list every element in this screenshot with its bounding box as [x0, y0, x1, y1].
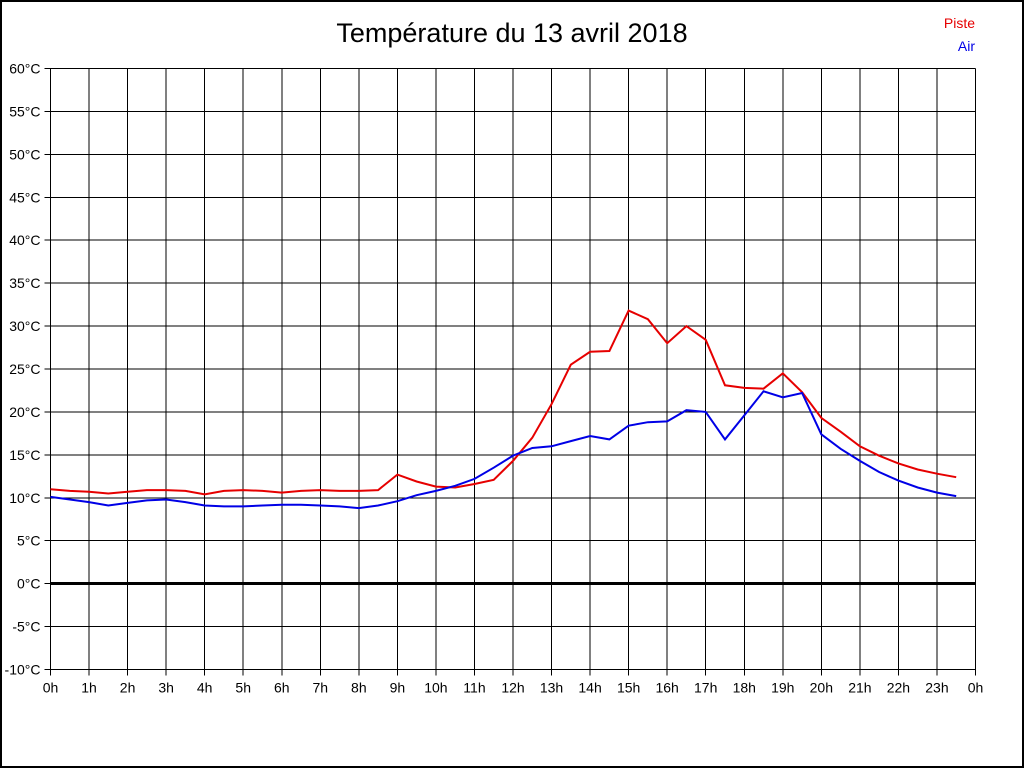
x-tick-label: 1h	[81, 680, 97, 696]
y-tick-label: 40°C	[9, 232, 40, 248]
chart-legend: Piste Air	[944, 12, 975, 58]
y-tick-label: 55°C	[9, 103, 40, 119]
y-tick-label: -10°C	[5, 662, 41, 678]
series-line-piste	[50, 309, 957, 496]
axis-labels: 60°C 55°C 50°C 45°C 40°C 35°C 30°C 25°C 20°C 15°C…	[5, 61, 984, 696]
x-tick-label: 7h	[313, 680, 329, 696]
y-tick-label: 50°C	[9, 146, 40, 162]
x-tick-label: 16h	[655, 680, 678, 696]
x-tick-label: 23h	[925, 680, 948, 696]
y-tick-label: 25°C	[9, 361, 40, 377]
x-tick-label: 6h	[274, 680, 290, 696]
x-tick-label: 19h	[771, 680, 794, 696]
x-tick-label: 3h	[158, 680, 174, 696]
y-tick-label: 35°C	[9, 275, 40, 291]
y-tick-label: 15°C	[9, 447, 40, 463]
x-tick-label: 15h	[617, 680, 640, 696]
chart-title: Température du 13 avril 2018	[336, 18, 688, 48]
x-tick-label: 10h	[424, 680, 447, 696]
x-tick-label: 18h	[733, 680, 756, 696]
legend-item-air: Air	[957, 38, 975, 54]
x-tick-label: 13h	[540, 680, 563, 696]
legend-item-piste: Piste	[943, 15, 975, 31]
x-tick-label: 0h	[43, 680, 59, 696]
x-tick-label: 5h	[235, 680, 251, 696]
x-tick-label: 21h	[848, 680, 871, 696]
x-tick-label: 12h	[501, 680, 524, 696]
series-line-air	[50, 390, 957, 510]
y-tick-label: 60°C	[9, 61, 40, 77]
x-tick-label: 9h	[390, 680, 406, 696]
x-tick-label: 8h	[351, 680, 367, 696]
y-tick-label: -5°C	[12, 619, 40, 635]
x-tick-label: 22h	[887, 680, 910, 696]
x-tick-label: 0h	[968, 680, 984, 696]
y-tick-label: 30°C	[9, 318, 40, 334]
x-tick-label: 4h	[197, 680, 213, 696]
y-tick-label: 5°C	[17, 533, 41, 549]
y-tick-label: 45°C	[9, 189, 40, 205]
x-tick-label: 11h	[463, 680, 485, 696]
x-tick-label: 14h	[578, 680, 601, 696]
y-tick-label: 10°C	[9, 490, 40, 506]
y-tick-label: 0°C	[17, 576, 41, 592]
y-tick-label: 20°C	[9, 404, 40, 420]
x-tick-label: 2h	[120, 680, 136, 696]
x-tick-label: 17h	[694, 680, 717, 696]
x-tick-label: 20h	[810, 680, 833, 696]
